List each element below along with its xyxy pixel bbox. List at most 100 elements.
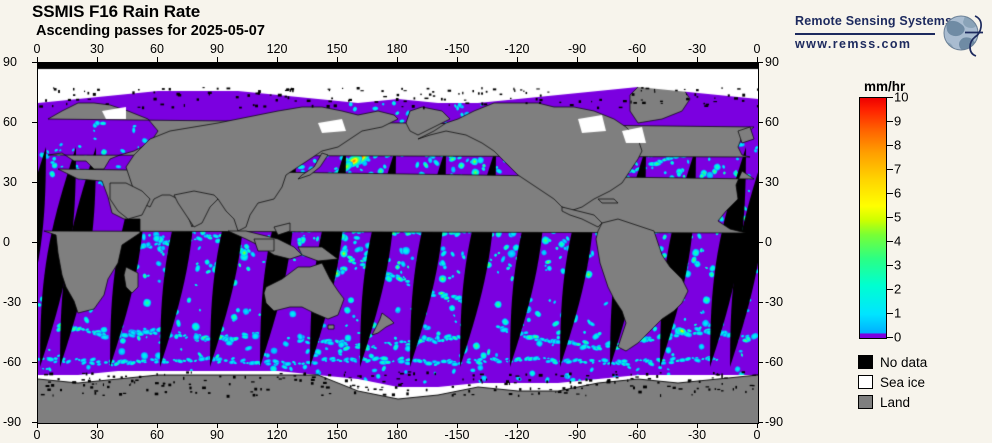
x-tick-label: 30 <box>90 42 104 56</box>
x-tick-mark <box>37 423 38 428</box>
y-tick-label: 90 <box>3 55 17 69</box>
y-tick-label: -60 <box>765 355 783 369</box>
colorbar-tick-label: 5 <box>894 210 901 225</box>
y-tick-mark <box>758 182 763 183</box>
y-tick-label: 60 <box>765 115 779 129</box>
y-tick-mark <box>32 122 37 123</box>
x-tick-label: 120 <box>267 428 288 442</box>
y-tick-label: -90 <box>765 415 783 429</box>
legend-swatch-sea-ice <box>858 375 873 389</box>
y-tick-label: -30 <box>3 295 21 309</box>
x-tick-label: 90 <box>210 42 224 56</box>
y-tick-mark <box>758 122 763 123</box>
y-tick-label: 30 <box>765 175 779 189</box>
x-tick-mark <box>337 57 338 62</box>
x-tick-mark <box>37 57 38 62</box>
y-tick-label: 90 <box>765 55 779 69</box>
x-tick-label: 120 <box>267 42 288 56</box>
x-tick-label: 0 <box>754 428 761 442</box>
colorbar-tick-label: 9 <box>894 114 901 129</box>
colorbar-tick-mark <box>886 217 893 218</box>
x-tick-mark <box>157 423 158 428</box>
y-tick-mark <box>758 302 763 303</box>
rain-rate-raster <box>38 63 758 423</box>
x-tick-label: -90 <box>568 428 586 442</box>
colorbar-tick-mark <box>886 97 893 98</box>
colorbar-tick-mark <box>886 241 893 242</box>
x-tick-mark <box>577 423 578 428</box>
legend-label-no-data: No data <box>880 355 927 370</box>
x-tick-mark <box>97 423 98 428</box>
x-tick-label: -150 <box>444 42 469 56</box>
title-block: SSMIS F16 Rain Rate Ascending passes for… <box>32 2 552 40</box>
legend-item-sea-ice: Sea ice <box>858 372 927 392</box>
colorbar-tick-label: 10 <box>894 90 908 105</box>
colorbar-tick-label: 1 <box>894 306 901 321</box>
colorbar-tick-mark <box>886 145 893 146</box>
x-tick-label: -120 <box>504 428 529 442</box>
y-tick-mark <box>32 62 37 63</box>
x-tick-mark <box>97 57 98 62</box>
logo-website: www.remss.com <box>795 37 911 51</box>
legend-swatch-land <box>858 395 873 409</box>
x-tick-mark <box>217 423 218 428</box>
x-tick-mark <box>517 423 518 428</box>
x-tick-label: -60 <box>628 42 646 56</box>
colorbar-gradient[interactable] <box>859 97 887 339</box>
x-tick-mark <box>277 57 278 62</box>
x-tick-label: 0 <box>754 42 761 56</box>
x-tick-mark <box>217 57 218 62</box>
logo-divider <box>795 33 935 35</box>
x-tick-label: 30 <box>90 428 104 442</box>
y-tick-label: 0 <box>765 235 772 249</box>
logo-company-name: Remote Sensing Systems <box>795 14 952 28</box>
y-tick-mark <box>32 362 37 363</box>
legend-item-no-data: No data <box>858 352 927 372</box>
y-tick-label: 60 <box>3 115 17 129</box>
x-tick-label: 180 <box>387 428 408 442</box>
colorbar-tick-label: 7 <box>894 162 901 177</box>
x-tick-label: 180 <box>387 42 408 56</box>
page-subtitle: Ascending passes for 2025-05-07 <box>36 22 552 40</box>
colorbar-tick-label: 4 <box>894 234 901 249</box>
x-tick-label: -60 <box>628 428 646 442</box>
x-tick-label: 150 <box>327 42 348 56</box>
x-tick-mark <box>397 57 398 62</box>
colorbar-tick-mark <box>886 337 893 338</box>
x-tick-mark <box>577 57 578 62</box>
y-tick-mark <box>758 422 763 423</box>
colorbar-tick-mark <box>886 193 893 194</box>
x-tick-mark <box>697 423 698 428</box>
colorbar-tick-label: 3 <box>894 258 901 273</box>
x-tick-label: 150 <box>327 428 348 442</box>
x-tick-label: -90 <box>568 42 586 56</box>
y-tick-label: 30 <box>3 175 17 189</box>
x-tick-mark <box>697 57 698 62</box>
colorbar-tick-mark <box>886 313 893 314</box>
world-map-plot[interactable] <box>37 62 759 424</box>
remss-logo[interactable]: Remote Sensing Systems www.remss.com <box>795 8 985 56</box>
y-tick-mark <box>758 62 763 63</box>
colorbar-tick-mark <box>886 121 893 122</box>
x-tick-mark <box>277 423 278 428</box>
legend-label-land: Land <box>880 395 910 410</box>
y-tick-label: -90 <box>3 415 21 429</box>
x-tick-mark <box>517 57 518 62</box>
x-tick-label: 60 <box>150 42 164 56</box>
colorbar-tick-mark <box>886 169 893 170</box>
x-tick-label: -30 <box>688 428 706 442</box>
x-tick-mark <box>637 57 638 62</box>
y-tick-mark <box>32 302 37 303</box>
x-tick-label: 60 <box>150 428 164 442</box>
colorbar-tick-label: 2 <box>894 282 901 297</box>
x-tick-mark <box>757 423 758 428</box>
legend-item-land: Land <box>858 392 927 412</box>
globe-icon <box>935 8 985 58</box>
y-tick-mark <box>758 242 763 243</box>
colorbar-tick-mark <box>886 289 893 290</box>
x-tick-mark <box>157 57 158 62</box>
y-tick-label: -30 <box>765 295 783 309</box>
colorbar-tick-label: 6 <box>894 186 901 201</box>
x-tick-mark <box>457 423 458 428</box>
x-tick-mark <box>337 423 338 428</box>
